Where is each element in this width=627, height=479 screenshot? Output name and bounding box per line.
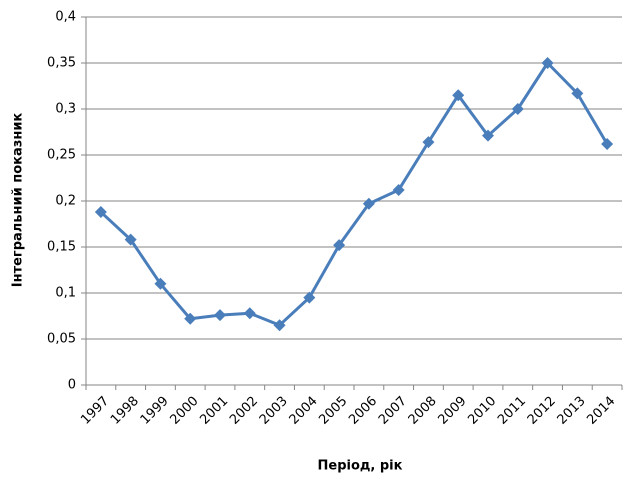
data-point [422,136,435,149]
data-point [452,89,465,102]
data-point [124,233,137,246]
data-line [99,61,609,327]
x-tick-label: 2014 [584,394,618,428]
x-tick-label: 2006 [346,394,380,428]
x-tick-label: 2002 [227,394,261,428]
x-tick-label: 2009 [436,394,470,428]
data-point [482,129,494,142]
y-tick-label: 0,1 [55,286,76,301]
y-tick-label: 0,4 [55,10,76,25]
data-point [94,206,107,219]
data-point [541,57,554,69]
x-tick-label: 2007 [376,394,410,428]
data-point [214,309,226,322]
x-tick-label: 2000 [168,394,202,428]
x-tick-label: 2010 [465,394,499,428]
x-tick-label: 2005 [316,394,350,428]
data-point [571,87,584,100]
y-tick-label: 0,3 [55,102,76,117]
x-tick-label: 2008 [406,394,440,428]
x-tick-label: 2004 [287,394,321,428]
data-point [511,103,524,115]
y-tick-label: 0,15 [47,240,76,255]
y-axis-title: Інтегральний показник [11,113,26,288]
data-point [273,319,286,332]
data-point [601,137,614,150]
data-point [184,312,197,325]
x-tick-label: 1999 [138,394,172,428]
x-tick-label: 2012 [525,394,559,428]
x-tick-label: 2001 [197,394,231,428]
data-point [362,197,375,210]
x-tick-label: 2011 [495,394,529,428]
data-point [154,277,167,290]
x-axis-title: Період, рік [318,459,403,474]
data-point [303,291,316,304]
x-tick-label: 2003 [257,394,291,428]
x-tick-label: 1997 [78,394,112,428]
y-tick-label: 0 [68,378,76,393]
data-point [392,183,405,196]
y-tick-label: 0,35 [47,56,76,71]
y-tick-label: 0,2 [55,194,76,209]
y-tick-label: 0,25 [47,148,76,163]
x-tick-label: 2013 [555,394,589,428]
x-tick-label: 1998 [108,394,142,428]
data-point [243,307,256,320]
y-tick-label: 0,05 [47,332,76,347]
data-point [333,239,346,252]
